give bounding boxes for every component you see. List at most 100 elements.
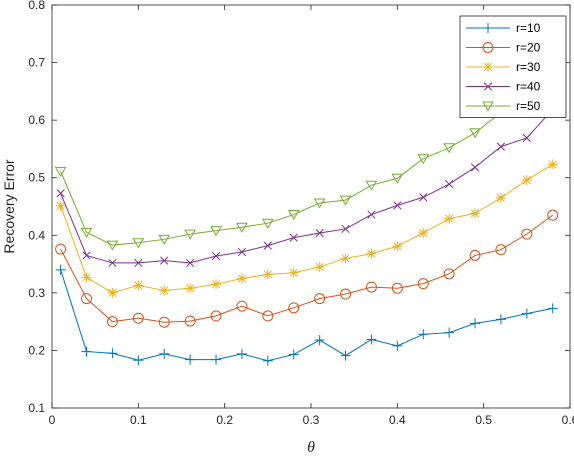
data-point-marker [158, 316, 170, 328]
y-tick-label: 0.5 [28, 171, 45, 185]
data-point-marker [470, 208, 481, 219]
x-axis-title: θ [307, 439, 315, 456]
legend-entry: r=40 [466, 80, 541, 94]
data-point-marker [547, 159, 558, 170]
data-point-marker [54, 166, 67, 177]
data-point-marker [184, 315, 196, 327]
data-point-marker [444, 213, 455, 224]
data-point-marker [261, 218, 274, 229]
data-point-marker [262, 269, 273, 280]
data-point-marker [237, 247, 247, 257]
data-point-marker [418, 227, 429, 238]
data-point-marker [55, 243, 67, 255]
data-point-marker [186, 258, 195, 268]
y-tick-label: 0.2 [28, 343, 45, 357]
data-point-marker [444, 327, 455, 338]
series-r-10 [55, 264, 558, 366]
y-tick-label: 0.7 [28, 56, 45, 70]
series-line [60, 50, 554, 246]
data-point-marker [391, 282, 403, 294]
y-tick-label: 0.3 [28, 286, 45, 300]
data-point-marker [366, 248, 377, 259]
series-layer [54, 46, 559, 366]
legend-label: r=30 [516, 60, 541, 74]
data-point-marker [547, 303, 558, 314]
x-tick-label: 0.6 [562, 413, 574, 427]
legend-label: r=40 [516, 80, 541, 94]
y-axis-title: Recovery Error [1, 159, 17, 253]
data-point-marker [211, 251, 221, 261]
y-tick-label: 0.6 [28, 113, 45, 127]
data-point-marker [158, 234, 171, 245]
data-point-marker [495, 244, 507, 256]
data-point-marker [366, 334, 377, 345]
data-point-marker [445, 179, 454, 189]
series-r-40 [56, 105, 557, 268]
data-point-marker [106, 240, 119, 251]
data-point-marker [134, 258, 143, 268]
legend: r=10 r=20 r=30 r=40 r=50 [459, 15, 567, 118]
data-point-marker [482, 42, 494, 53]
series-r-30 [55, 159, 558, 298]
data-point-marker [483, 62, 493, 72]
data-point-marker [236, 348, 247, 359]
data-point-marker [417, 278, 429, 290]
data-point-marker [132, 238, 145, 249]
series-line [60, 164, 553, 294]
data-point-marker [236, 300, 248, 312]
data-point-marker [159, 348, 170, 359]
data-point-marker [521, 175, 532, 186]
data-point-marker [391, 173, 404, 184]
y-tick-label: 0.8 [28, 0, 45, 12]
data-point-marker [314, 293, 326, 305]
data-point-marker [365, 281, 377, 293]
data-point-marker [522, 133, 531, 143]
data-point-marker [210, 226, 222, 237]
data-point-marker [132, 312, 144, 324]
data-point-marker [470, 163, 480, 172]
data-point-marker [340, 253, 351, 264]
data-point-marker [133, 355, 144, 366]
series-line [60, 108, 554, 264]
data-point-marker [496, 142, 506, 151]
data-point-marker [469, 249, 481, 261]
data-point-marker [419, 193, 428, 202]
data-point-marker [81, 293, 93, 305]
data-point-marker [108, 258, 117, 268]
data-point-marker [211, 279, 222, 290]
data-point-marker [314, 261, 325, 272]
x-tick-label: 0.4 [389, 413, 406, 427]
data-point-marker [160, 256, 169, 265]
data-point-marker [469, 128, 481, 139]
data-point-marker [314, 335, 325, 346]
data-point-marker [236, 273, 247, 284]
data-point-marker [55, 200, 66, 211]
data-point-marker [184, 229, 197, 240]
legend-entry: r=30 [466, 60, 541, 74]
x-tick-label: 0.1 [130, 413, 147, 427]
data-point-marker [340, 350, 351, 361]
data-point-marker [210, 310, 222, 322]
data-point-marker [185, 283, 196, 294]
data-point-marker [443, 268, 455, 280]
data-point-marker [81, 346, 92, 357]
data-point-marker [341, 224, 350, 234]
data-point-marker [81, 272, 92, 283]
legend-label: r=10 [516, 21, 541, 35]
data-point-marker [392, 340, 403, 351]
data-point-marker [340, 288, 352, 300]
data-point-marker [418, 329, 429, 340]
data-point-marker [262, 355, 273, 366]
series-r-20 [55, 209, 559, 328]
data-point-marker [495, 314, 506, 325]
data-point-marker [313, 198, 326, 209]
data-point-marker [262, 310, 274, 322]
x-tick-label: 0.3 [303, 413, 320, 427]
legend-label: r=20 [516, 41, 541, 55]
data-point-marker [392, 241, 403, 252]
data-point-marker [55, 264, 66, 275]
data-point-marker [315, 228, 324, 238]
legend-entry: r=50 [466, 99, 541, 113]
y-tick-label: 0.1 [28, 401, 45, 415]
